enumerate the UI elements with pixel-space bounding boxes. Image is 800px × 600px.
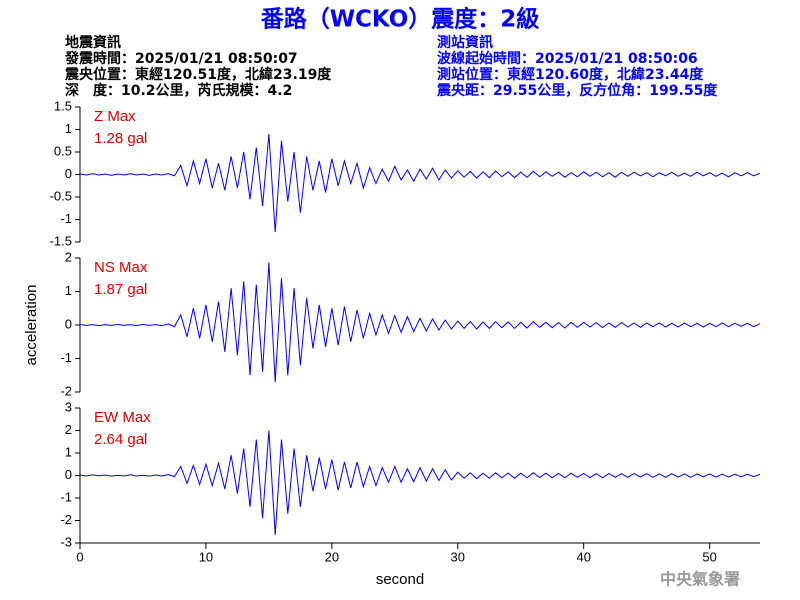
y-tick-label: 0 (65, 166, 72, 181)
waveform (79, 262, 761, 382)
info-line: 波線起始時間：2025/01/21 08:50:06 (437, 50, 698, 67)
y-tick-label: 3 (65, 399, 72, 414)
footer: 中央氣象署 (660, 570, 740, 589)
x-tick-label: 10 (199, 549, 213, 564)
y-tick-label: -1.5 (50, 233, 72, 248)
y-tick-label: 1.5 (54, 98, 72, 113)
y-tick-label: -3 (60, 534, 72, 549)
annotation: 1.87 gal (94, 281, 147, 298)
info-line: 深 度：10.2公里，芮氏規模：4.2 (65, 82, 292, 99)
waveform (79, 430, 761, 535)
annotation: EW Max (94, 409, 151, 426)
chart-title: 番路（WCKO）震度：2級 (260, 6, 540, 33)
y-tick-label: 1 (65, 444, 72, 459)
annotation: NS Max (94, 259, 148, 276)
y-tick-label: 0 (65, 316, 72, 331)
y-tick-label: 0.5 (54, 143, 72, 158)
y-tick-label: -0.5 (50, 188, 72, 203)
info-line: 震央距：29.55公里，反方位角：199.55度 (436, 82, 718, 99)
x-tick-label: 50 (702, 549, 716, 564)
annotation: 1.28 gal (94, 130, 147, 147)
x-tick-label: 40 (576, 549, 590, 564)
x-tick-label: 30 (451, 549, 465, 564)
y-tick-label: -2 (60, 512, 72, 527)
x-tick-label: 0 (76, 549, 83, 564)
y-tick-label: 2 (65, 422, 72, 437)
y-tick-label: 1 (65, 121, 72, 136)
y-tick-label: 0 (65, 467, 72, 482)
info-line: 發震時間：2025/01/21 08:50:07 (64, 50, 298, 67)
y-tick-label: 1 (65, 283, 72, 298)
x-tick-label: 20 (325, 549, 339, 564)
x-axis-label: second (376, 571, 424, 588)
annotation: 2.64 gal (94, 431, 147, 448)
info-line: 測站位置：東經120.60度，北緯23.44度 (437, 66, 704, 83)
y-tick-label: -1 (60, 350, 72, 365)
y-axis-label: acceleration (23, 285, 40, 366)
y-tick-label: 2 (65, 249, 72, 264)
y-tick-label: -1 (60, 489, 72, 504)
annotation: Z Max (94, 108, 136, 125)
info-line: 測站資訊 (437, 34, 493, 51)
waveform (79, 133, 761, 233)
info-line: 地震資訊 (65, 34, 121, 51)
info-line: 震央位置：東經120.51度，北緯23.19度 (64, 66, 332, 83)
y-tick-label: -2 (60, 383, 72, 398)
y-tick-label: -1 (60, 211, 72, 226)
